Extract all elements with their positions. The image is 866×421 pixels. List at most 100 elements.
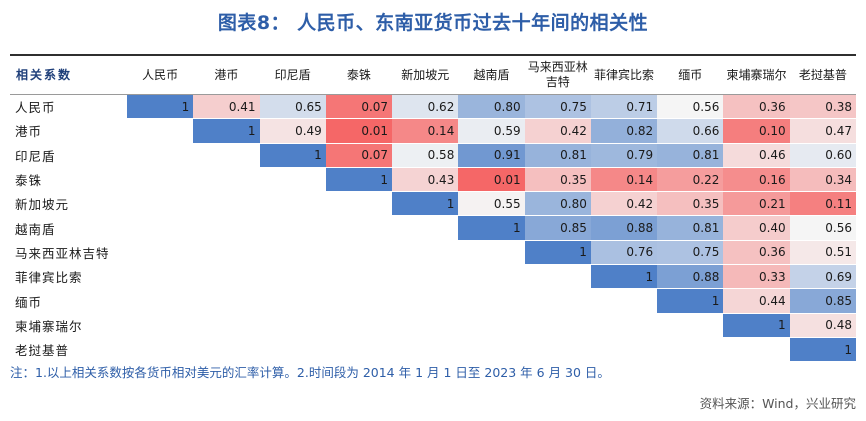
- heatmap-cell: 0.65: [259, 94, 326, 120]
- row-label: 港币: [10, 118, 127, 144]
- empty-cell: [392, 240, 459, 266]
- empty-cell: [127, 215, 194, 241]
- table-row: 港币 1 0.49 0.01 0.14 0.59 0.42 0.82 0.66 0.10 0.47: [10, 118, 856, 144]
- empty-cell: [193, 215, 260, 241]
- row-label: 缅币: [10, 288, 127, 314]
- empty-cell: [127, 118, 194, 144]
- heatmap-cell: 0.47: [789, 118, 856, 144]
- row-label: 新加坡元: [10, 191, 127, 217]
- heatmap-cell: 0.91: [458, 143, 525, 168]
- empty-cell: [723, 337, 790, 363]
- column-header: 柬埔寨瑞尔: [723, 55, 790, 95]
- heatmap-cell: 1: [590, 264, 658, 290]
- empty-cell: [524, 313, 591, 338]
- row-label: 人民币: [10, 94, 127, 120]
- empty-cell: [325, 264, 393, 290]
- empty-cell: [657, 337, 724, 363]
- heatmap-cell: 0.55: [458, 191, 525, 217]
- table-row: 越南盾 1 0.85 0.88 0.81 0.40 0.56: [10, 215, 856, 241]
- heatmap-cell: 0.38: [789, 94, 856, 120]
- heatmap-cell: 0.01: [325, 118, 393, 144]
- empty-cell: [193, 313, 260, 338]
- heatmap-cell: 0.33: [723, 264, 790, 290]
- empty-cell: [259, 191, 326, 217]
- row-label: 老挝基普: [10, 337, 127, 363]
- table-row: 人民币 1 0.41 0.65 0.07 0.62 0.80 0.75 0.71 0.56 0.36…: [10, 94, 856, 120]
- heatmap-cell: 1: [524, 240, 591, 266]
- table-row: 菲律宾比索 1 0.88 0.33 0.69: [10, 264, 856, 290]
- column-header: 印尼盾: [259, 55, 326, 95]
- empty-cell: [458, 288, 525, 314]
- empty-cell: [392, 313, 459, 338]
- column-header: 菲律宾比索: [590, 55, 658, 95]
- empty-cell: [392, 264, 459, 290]
- empty-cell: [127, 337, 194, 363]
- row-label: 越南盾: [10, 215, 127, 241]
- empty-cell: [325, 215, 393, 241]
- heatmap-cell: 1: [193, 118, 260, 144]
- table-row: 老挝基普 1: [10, 337, 856, 363]
- empty-cell: [392, 288, 459, 314]
- heatmap-cell: 0.42: [590, 191, 658, 217]
- column-header: 老挝基普: [789, 55, 856, 95]
- heatmap-cell: 0.76: [590, 240, 658, 266]
- empty-cell: [127, 191, 194, 217]
- empty-cell: [259, 215, 326, 241]
- heatmap-cell: 0.43: [392, 167, 459, 193]
- chart-title: 图表8： 人民币、东南亚货币过去十年间的相关性: [217, 12, 649, 34]
- empty-cell: [259, 337, 326, 363]
- heatmap-cell: 0.46: [723, 143, 790, 168]
- heatmap-cell: 0.01: [458, 167, 525, 193]
- source-note: 资料来源：Wind，兴业研究: [699, 396, 856, 411]
- heatmap-cell: 0.81: [657, 215, 724, 241]
- column-header: 马来西亚林吉特: [524, 55, 591, 95]
- heatmap-cell: 1: [392, 191, 459, 217]
- heatmap-cell: 0.42: [524, 118, 591, 144]
- empty-cell: [193, 143, 260, 168]
- empty-cell: [524, 264, 591, 290]
- heatmap-cell: 0.14: [392, 118, 459, 144]
- heatmap-cell: 1: [325, 167, 393, 193]
- empty-cell: [524, 337, 591, 363]
- heatmap-cell: 0.10: [723, 118, 790, 144]
- heatmap-cell: 0.56: [789, 215, 856, 241]
- empty-cell: [657, 313, 724, 338]
- empty-cell: [193, 240, 260, 266]
- heatmap-cell: 0.35: [524, 167, 591, 193]
- footnote: 注：1.以上相关系数按各货币相对美元的汇率计算。2.时间段为 2014 年 1 …: [10, 365, 610, 380]
- heatmap-cell: 0.80: [458, 94, 525, 120]
- empty-cell: [392, 215, 459, 241]
- heatmap-cell: 0.56: [657, 94, 724, 120]
- row-label: 柬埔寨瑞尔: [10, 313, 127, 338]
- heatmap-cell: 0.62: [392, 94, 459, 120]
- row-label: 泰铢: [10, 167, 127, 193]
- heatmap-cell: 0.36: [723, 94, 790, 120]
- table-row: 柬埔寨瑞尔 1 0.48: [10, 313, 856, 338]
- empty-cell: [127, 143, 194, 168]
- empty-cell: [193, 337, 260, 363]
- empty-cell: [127, 240, 194, 266]
- row-label: 菲律宾比索: [10, 264, 127, 290]
- heatmap-cell: 0.85: [524, 215, 591, 241]
- empty-cell: [458, 313, 525, 338]
- row-label: 马来西亚林吉特: [10, 240, 127, 266]
- heatmap-cell: 0.48: [789, 313, 856, 338]
- heatmap-cell: 0.59: [458, 118, 525, 144]
- empty-cell: [458, 264, 525, 290]
- empty-cell: [193, 264, 260, 290]
- heatmap-cell: 0.07: [325, 94, 393, 120]
- heatmap-cell: 0.44: [723, 288, 790, 314]
- empty-cell: [325, 313, 393, 338]
- heatmap-cell: 0.34: [789, 167, 856, 193]
- table-body: 人民币 1 0.41 0.65 0.07 0.62 0.80 0.75 0.71 0.56 0.36…: [10, 94, 856, 363]
- heatmap-cell: 0.80: [524, 191, 591, 217]
- empty-cell: [325, 191, 393, 217]
- corner-label: 相关系数: [10, 55, 127, 95]
- heatmap-cell: 0.71: [590, 94, 658, 120]
- heatmap-cell: 0.88: [657, 264, 724, 290]
- empty-cell: [259, 167, 326, 193]
- table-row: 缅币 1 0.44 0.85: [10, 288, 856, 314]
- heatmap-cell: 0.85: [789, 288, 856, 314]
- heatmap-cell: 0.60: [789, 143, 856, 168]
- empty-cell: [590, 313, 658, 338]
